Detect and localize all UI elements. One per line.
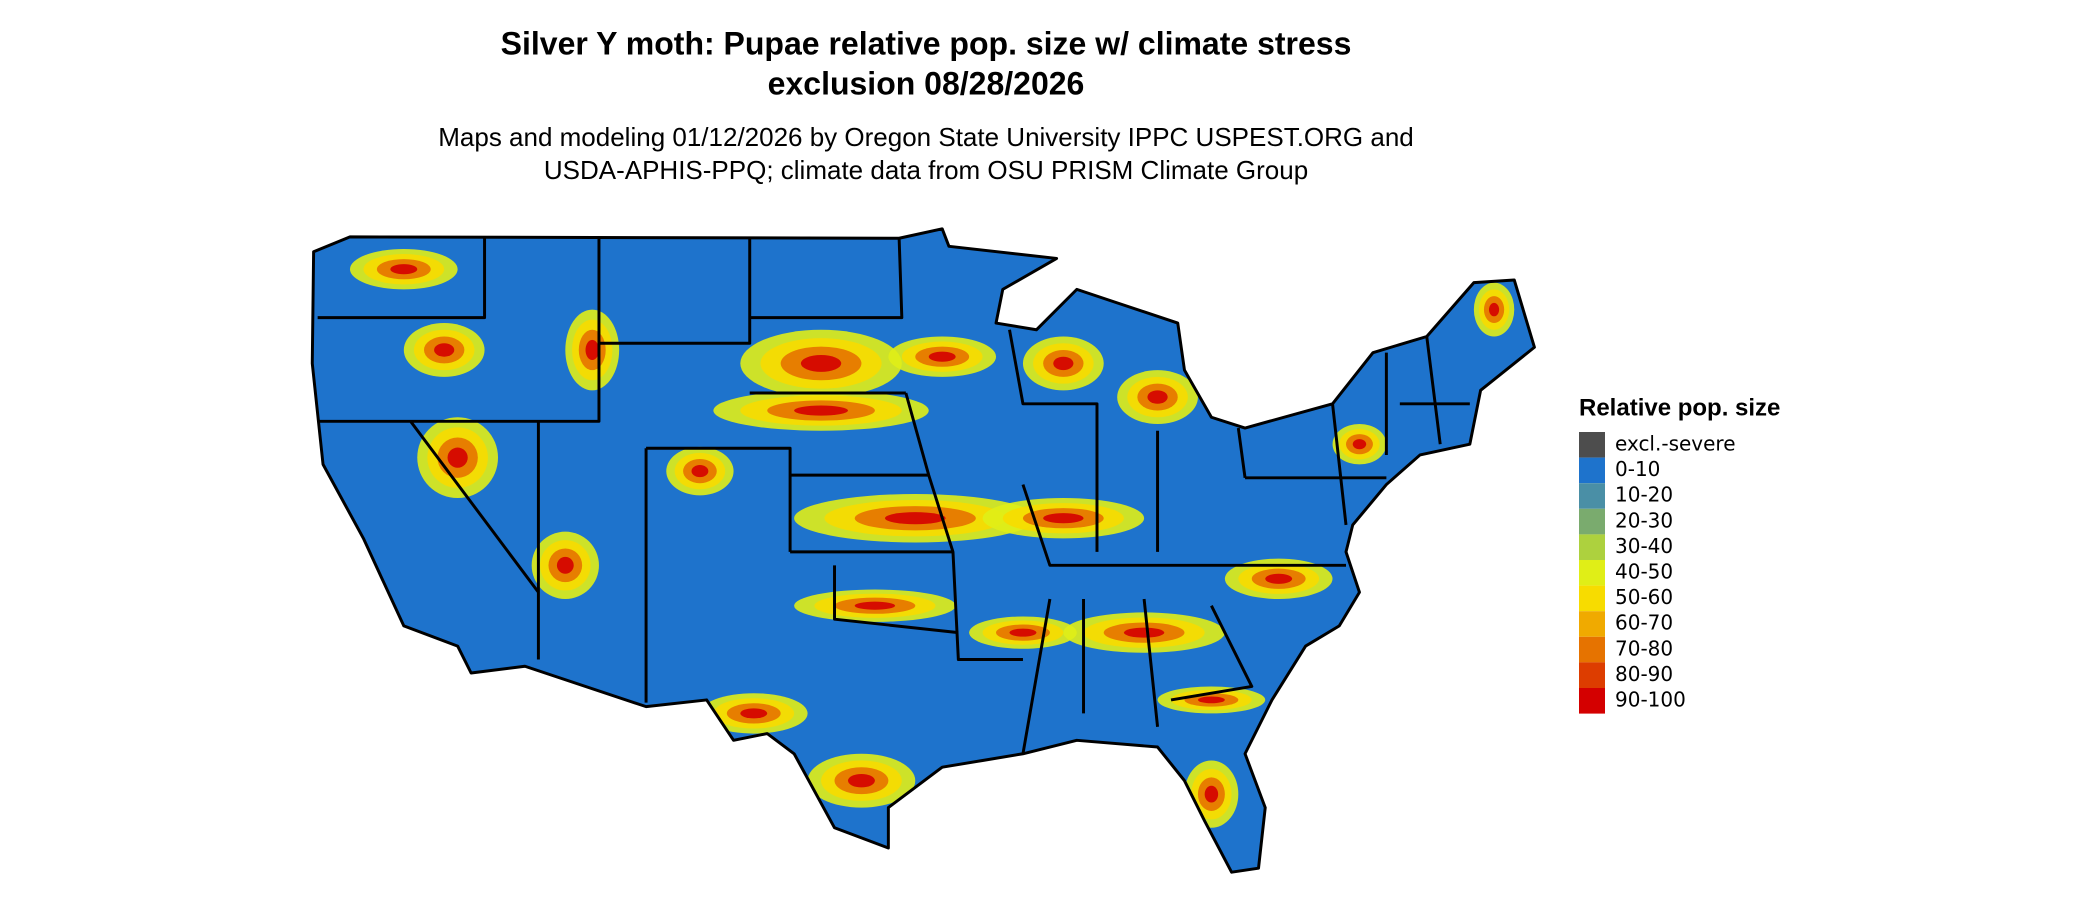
heat-patch [1123,627,1165,638]
legend-swatch [1579,688,1605,714]
legend-swatch [1579,560,1605,586]
title-line: exclusion 08/28/2026 [768,65,1085,101]
subtitle-line: USDA-APHIS-PPQ; climate data from OSU PR… [544,155,1308,185]
heat-patch [1009,628,1037,637]
heat-patch [1265,573,1293,584]
legend-swatch [1579,636,1605,663]
legend-swatch [1579,508,1605,535]
legend-label: 0-10 [1615,457,1660,481]
legend-label: 80-90 [1615,662,1673,686]
heat-patch [434,343,455,357]
legend-swatch [1579,585,1605,612]
state-borders [310,227,1536,874]
heat-patch [556,556,574,574]
legend-label: 30-40 [1615,534,1673,558]
heat-patch [928,351,956,362]
legend-title: Relative pop. size [1579,394,1780,421]
legend-label: 70-80 [1615,636,1673,660]
legend-label: 60-70 [1615,611,1673,635]
state-border [317,236,1470,755]
heat-patch [447,447,468,468]
legend-swatch [1579,457,1605,484]
legend-swatch [1579,611,1605,637]
heat-patch [1043,513,1084,524]
heat-patch [1489,302,1500,317]
heat-patch [794,405,848,416]
legend-label: 20-30 [1615,508,1673,532]
subtitle-line: Maps and modeling 01/12/2026 by Oregon S… [438,122,1414,152]
legend-label: 40-50 [1615,560,1673,584]
heat-patch [1053,356,1074,371]
legend-label: excl.-severe [1615,432,1736,456]
heat-patch [1197,696,1225,704]
legend-swatch [1579,534,1605,560]
heat-patch [1147,390,1168,404]
heat-patch [390,264,418,275]
us-map [310,227,1536,874]
title-line: Silver Y moth: Pupae relative pop. size … [501,25,1352,61]
heat-patch [585,339,599,361]
legend-swatch [1579,483,1605,509]
heat-patch [884,512,946,525]
legend-label: 90-100 [1615,688,1686,712]
heat-patch [800,355,842,372]
heat-patch [691,465,709,478]
heat-patch [1352,439,1367,450]
legend-label: 50-60 [1615,585,1673,609]
legend-swatch [1579,432,1605,458]
legend-swatch [1579,662,1605,688]
heat-patch [1204,785,1219,803]
heat-patch [847,773,875,788]
legend-label: 10-20 [1615,483,1673,507]
heat-patch [740,708,768,719]
heat-patch [854,601,896,610]
heat-patches [349,249,1515,828]
